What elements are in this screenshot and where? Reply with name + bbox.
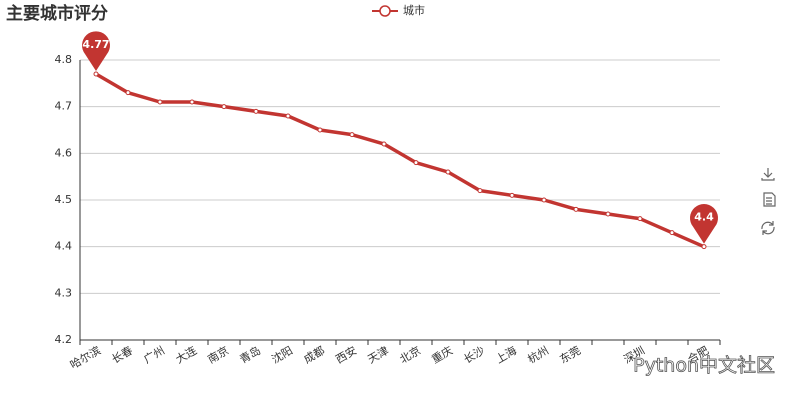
y-tick-label: 4.8 [55,53,73,66]
y-tick-label: 4.2 [55,333,73,346]
series-line [95,72,705,249]
data-point [317,127,323,133]
x-tick-label: 哈尔滨 [67,343,103,372]
y-tick-label: 4.6 [55,146,73,159]
x-tick-label: 北京 [397,343,423,366]
y-tick-label: 4.5 [55,193,73,206]
y-tick-label: 4.3 [55,286,73,299]
legend-label: 城市 [403,3,425,17]
x-tick-label: 重庆 [429,343,455,366]
data-point [381,141,387,147]
pin-label: 4.4 [694,211,714,224]
pin [82,31,111,71]
x-tick-label: 广州 [141,344,167,366]
pin [690,204,719,244]
y-tick-label: 4.4 [55,240,73,253]
data-point [221,104,227,110]
x-tick-label: 大连 [173,343,199,366]
data-point [157,99,163,105]
save-icon[interactable] [761,168,775,181]
chart-title: 主要城市评分 [6,3,108,24]
x-tick-label: 沈阳 [269,343,295,366]
x-tick-label: 上海 [493,343,519,366]
x-tick-label: 青岛 [237,343,263,366]
x-tick-label: 西安 [333,343,359,366]
data-point [669,230,675,236]
legend-marker [379,5,391,17]
x-tick-label: 杭州 [525,343,551,366]
restore-icon[interactable] [761,221,775,235]
data-point [93,71,99,77]
data-point [285,113,291,119]
data-point [573,206,579,212]
data-point [125,90,131,96]
data-point [445,169,451,175]
data-point [701,244,707,250]
data-view-icon[interactable] [763,192,776,207]
x-tick-label: 天津 [365,344,391,366]
toolbox[interactable] [761,168,776,235]
data-point [413,160,419,166]
watermark: Python中文社区 [633,355,775,377]
data-point [541,197,547,203]
data-point [253,108,259,114]
x-tick-label: 东莞 [557,344,583,366]
legend: 城市 [372,3,425,17]
data-point [349,132,355,138]
x-tick-label: 长沙 [461,344,487,366]
data-point [605,211,611,217]
x-tick-label: 成都 [301,344,327,366]
data-point [477,188,483,194]
data-point [189,99,195,105]
data-point [637,216,643,222]
y-tick-label: 4.7 [55,100,73,113]
data-point [509,192,515,198]
x-tick-label: 南京 [205,343,231,366]
x-tick-label: 长春 [109,344,135,366]
pin-label: 4.77 [82,38,109,51]
